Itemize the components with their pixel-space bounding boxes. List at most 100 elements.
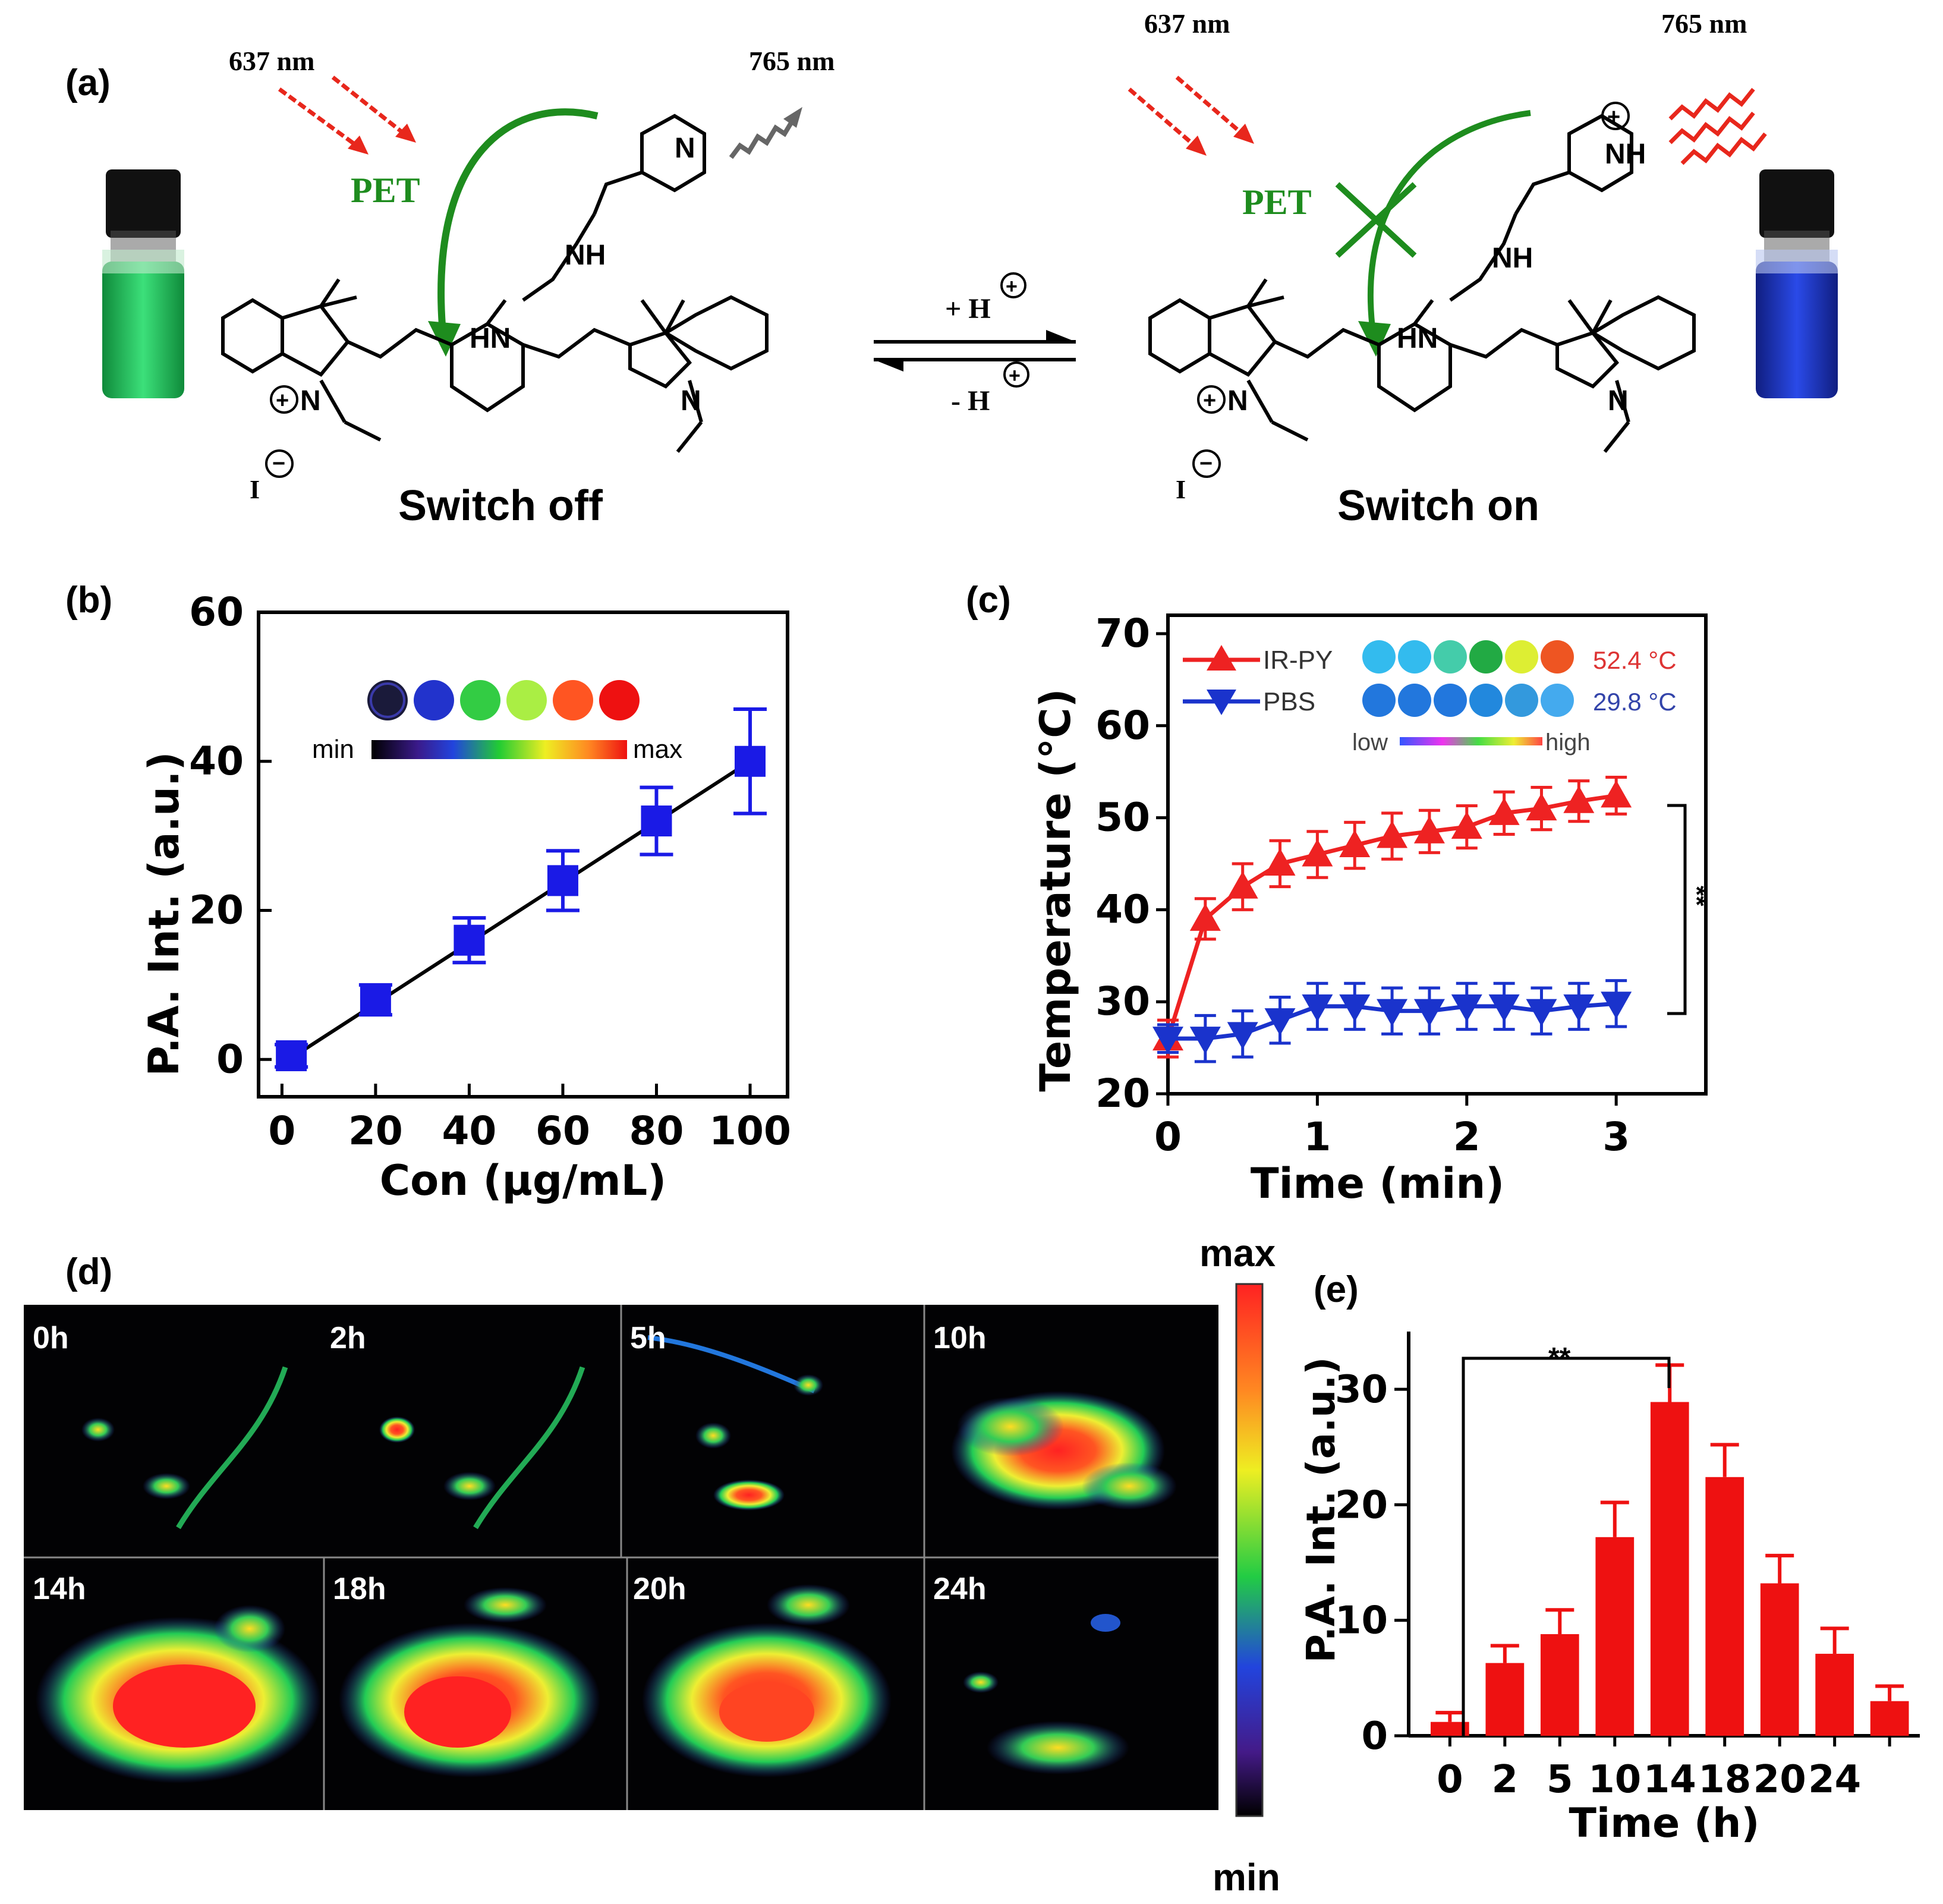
arrow-backward-label: - H — [951, 385, 990, 417]
svg-text:+: + — [1009, 364, 1021, 387]
colorbar-d-min: min — [1213, 1856, 1280, 1899]
data-point-b — [734, 745, 766, 777]
atom-n-right-a: N — [1227, 385, 1248, 417]
atom-n-pyridine-left: N — [675, 133, 695, 164]
bar-e — [1705, 1477, 1744, 1736]
data-point-pbs — [1377, 999, 1408, 1027]
colorbar-b: min max — [312, 680, 682, 764]
bar-e — [1540, 1634, 1579, 1736]
pa-image-14h — [36, 1605, 321, 1783]
data-point-pbs — [1339, 994, 1371, 1022]
y-tick-label-c: 20 — [1095, 1071, 1150, 1116]
vial-switch-on — [1756, 169, 1838, 398]
excitation-arrows-left — [278, 75, 416, 155]
emission-label-right: 765 nm — [1661, 8, 1747, 39]
x-axis-label-e: Time (h) — [1569, 1800, 1760, 1847]
bar-e — [1430, 1722, 1469, 1736]
x-tick-label-e: 24 — [1808, 1758, 1861, 1802]
pa-image-5h — [647, 1335, 823, 1510]
pet-label-right: PET — [1242, 182, 1312, 222]
y-tick-label-c: 50 — [1095, 795, 1150, 841]
legend-c: IR-PY PBS 52.4 °C 29.8 °C low high — [1183, 640, 1677, 756]
time-label-2h: 2h — [330, 1321, 366, 1355]
y-tick-label-c: 30 — [1095, 978, 1150, 1024]
pa-image-20h — [642, 1584, 892, 1777]
panel-label-e: (e) — [1314, 1269, 1359, 1310]
panel-c: (c) 0 1 2 3 20 30 40 50 60 70 Time (min) Temperatur… — [966, 580, 1711, 1208]
y-tick-label-c: 60 — [1095, 703, 1150, 748]
data-point-pbs — [1152, 1027, 1183, 1055]
colorbar-c-high: high — [1545, 729, 1591, 756]
significance-bracket-e — [1462, 1357, 1671, 1736]
y-tick-label-e: 30 — [1335, 1368, 1388, 1412]
panel-label-a: (a) — [65, 62, 111, 103]
colorbar-b-max: max — [633, 735, 682, 764]
emission-label-left: 765 nm — [749, 46, 834, 76]
x-tick-label-b: 100 — [709, 1108, 791, 1154]
data-point-pbs — [1413, 999, 1445, 1027]
colorbar-d — [1235, 1283, 1264, 1817]
state-switch-on: Switch on — [1337, 482, 1539, 530]
time-label-10h: 10h — [933, 1321, 987, 1355]
y-axis-label-c: Temperature (°C) — [1031, 688, 1080, 1091]
equilibrium-arrows — [874, 330, 1076, 372]
iodide-left: I — [250, 475, 260, 504]
excitation-label-left: 637 nm — [229, 46, 314, 76]
time-label-14h: 14h — [33, 1572, 86, 1606]
data-point-pbs — [1601, 992, 1632, 1019]
data-point-b — [547, 865, 578, 896]
data-point-ir-py — [1302, 839, 1333, 867]
excitation-arrows-right — [1128, 75, 1254, 156]
emission-arrow-left — [729, 107, 802, 159]
atom-n-right-b: N — [1608, 385, 1629, 417]
legend-ir-py: IR-PY — [1263, 646, 1333, 675]
emission-arrows-right — [1668, 87, 1767, 165]
colorbar-d-max: max — [1199, 1232, 1276, 1274]
plot-frame-c — [1166, 613, 1708, 1096]
y-tick-label-c: 40 — [1095, 886, 1150, 932]
bar-e — [1650, 1402, 1689, 1736]
molecule-right — [1148, 114, 1696, 453]
svg-text:+: + — [1607, 105, 1620, 130]
x-axis-label-c: Time (min) — [1251, 1159, 1504, 1208]
x-tick-label-c: 0 — [1154, 1114, 1182, 1160]
atom-nh-left: NH — [565, 240, 606, 271]
data-point-ir-py — [1189, 903, 1221, 931]
panel-a: (a) 637 nm 765 nm PET — [65, 8, 1838, 530]
data-point-b — [276, 1040, 307, 1072]
svg-text:−: − — [272, 451, 285, 476]
svg-text:−: − — [1199, 451, 1213, 476]
x-tick-label-b: 40 — [442, 1108, 496, 1154]
atom-nh-pyridinium: NH — [1605, 139, 1646, 170]
pa-image-10h — [951, 1391, 1177, 1510]
data-point-b — [360, 984, 391, 1015]
pa-image-0h — [81, 1366, 288, 1530]
panel-label-d: (d) — [65, 1251, 112, 1292]
data-point-pbs — [1563, 994, 1595, 1022]
bar-e — [1595, 1537, 1635, 1736]
x-tick-label-b: 80 — [629, 1108, 684, 1154]
time-label-24h: 24h — [933, 1572, 987, 1606]
svg-text:+: + — [276, 388, 289, 413]
y-axis-label-b: P.A. Int. (a.u.) — [140, 751, 188, 1076]
data-point-pbs — [1488, 994, 1520, 1022]
pet-block-cross — [1335, 182, 1417, 258]
excitation-label-right: 637 nm — [1144, 8, 1230, 39]
y-tick-label-b: 40 — [189, 738, 244, 784]
pa-image-2h — [379, 1366, 585, 1530]
svg-text:+: + — [1006, 275, 1018, 298]
panel-d: (d) — [24, 1232, 1280, 1899]
panel-label-b: (b) — [65, 580, 112, 621]
data-point-ir-py — [1377, 820, 1408, 848]
state-switch-off: Switch off — [398, 482, 603, 530]
time-label-20h: 20h — [633, 1572, 686, 1606]
pa-image-24h — [963, 1614, 1129, 1774]
y-tick-label-e: 10 — [1335, 1599, 1388, 1643]
data-point-ir-py — [1264, 848, 1296, 876]
colorbar-c-low: low — [1352, 729, 1388, 756]
bar-e — [1815, 1654, 1854, 1736]
